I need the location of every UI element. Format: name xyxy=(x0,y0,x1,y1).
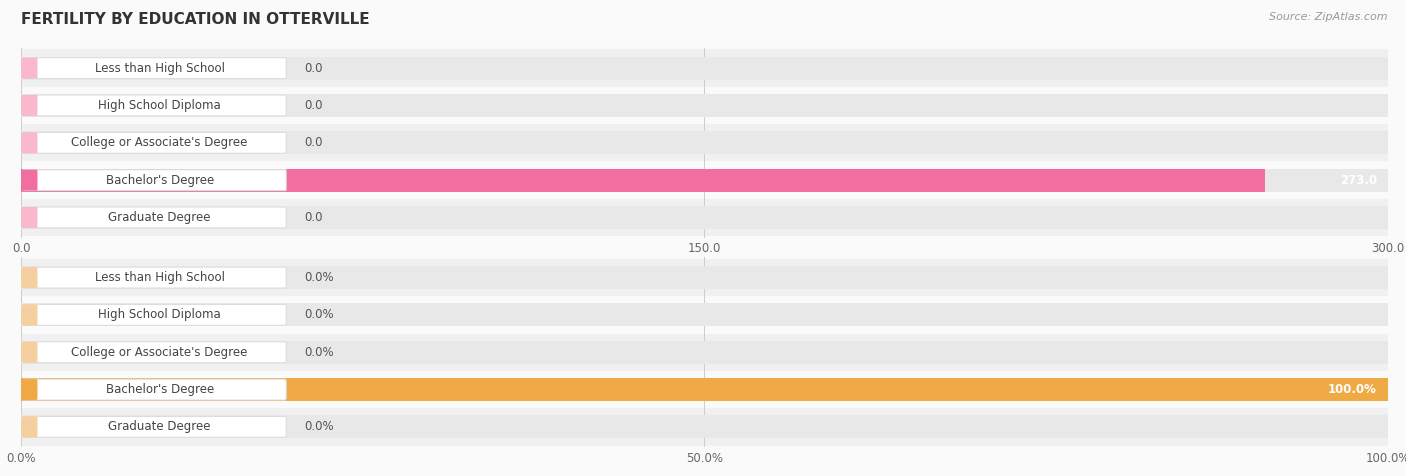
Text: 0.0: 0.0 xyxy=(304,211,322,224)
Bar xyxy=(21,199,1388,236)
Bar xyxy=(21,87,1388,124)
Bar xyxy=(21,408,1388,446)
Text: Graduate Degree: Graduate Degree xyxy=(108,211,211,224)
Text: 0.0%: 0.0% xyxy=(304,420,333,434)
FancyBboxPatch shape xyxy=(21,267,38,288)
Bar xyxy=(21,161,1388,199)
Text: College or Associate's Degree: College or Associate's Degree xyxy=(72,136,247,149)
FancyBboxPatch shape xyxy=(22,267,287,288)
Text: High School Diploma: High School Diploma xyxy=(98,99,221,112)
FancyBboxPatch shape xyxy=(22,132,287,153)
FancyBboxPatch shape xyxy=(21,207,38,228)
Text: 0.0%: 0.0% xyxy=(304,308,333,321)
Bar xyxy=(21,131,1388,154)
Bar xyxy=(21,124,1388,161)
Bar xyxy=(21,50,1388,87)
Bar xyxy=(21,378,1388,401)
FancyBboxPatch shape xyxy=(22,58,287,79)
Text: 0.0: 0.0 xyxy=(304,136,322,149)
FancyBboxPatch shape xyxy=(22,169,287,190)
FancyBboxPatch shape xyxy=(21,95,38,116)
FancyBboxPatch shape xyxy=(22,379,287,400)
Text: 0.0%: 0.0% xyxy=(304,346,333,359)
FancyBboxPatch shape xyxy=(21,305,38,326)
Bar xyxy=(21,341,1388,364)
Bar xyxy=(21,371,1388,408)
Text: Source: ZipAtlas.com: Source: ZipAtlas.com xyxy=(1270,12,1388,22)
Bar xyxy=(21,259,1388,296)
Text: Bachelor's Degree: Bachelor's Degree xyxy=(105,383,214,396)
Text: 100.0%: 100.0% xyxy=(1327,383,1376,396)
Bar xyxy=(21,296,1388,334)
Text: FERTILITY BY EDUCATION IN OTTERVILLE: FERTILITY BY EDUCATION IN OTTERVILLE xyxy=(21,12,370,27)
FancyBboxPatch shape xyxy=(22,207,287,228)
Text: Graduate Degree: Graduate Degree xyxy=(108,420,211,434)
Bar xyxy=(21,94,1388,117)
FancyBboxPatch shape xyxy=(21,416,38,437)
Bar xyxy=(21,169,1265,192)
FancyBboxPatch shape xyxy=(22,95,287,116)
FancyBboxPatch shape xyxy=(21,169,38,190)
Text: 0.0: 0.0 xyxy=(304,61,322,75)
Text: High School Diploma: High School Diploma xyxy=(98,308,221,321)
Bar xyxy=(21,57,1388,79)
Bar xyxy=(21,169,1388,192)
FancyBboxPatch shape xyxy=(21,379,38,400)
FancyBboxPatch shape xyxy=(21,342,38,363)
Bar xyxy=(21,378,1388,401)
Bar xyxy=(21,303,1388,327)
Bar xyxy=(21,266,1388,289)
Text: 0.0%: 0.0% xyxy=(304,271,333,284)
Text: 273.0: 273.0 xyxy=(1340,174,1376,187)
Bar xyxy=(21,206,1388,229)
Bar xyxy=(21,334,1388,371)
Text: College or Associate's Degree: College or Associate's Degree xyxy=(72,346,247,359)
Text: Less than High School: Less than High School xyxy=(94,271,225,284)
Text: Less than High School: Less than High School xyxy=(94,61,225,75)
FancyBboxPatch shape xyxy=(21,58,38,79)
FancyBboxPatch shape xyxy=(21,132,38,153)
Bar xyxy=(21,416,1388,438)
FancyBboxPatch shape xyxy=(22,342,287,363)
FancyBboxPatch shape xyxy=(22,305,287,326)
FancyBboxPatch shape xyxy=(22,416,287,437)
Text: Bachelor's Degree: Bachelor's Degree xyxy=(105,174,214,187)
Text: 0.0: 0.0 xyxy=(304,99,322,112)
